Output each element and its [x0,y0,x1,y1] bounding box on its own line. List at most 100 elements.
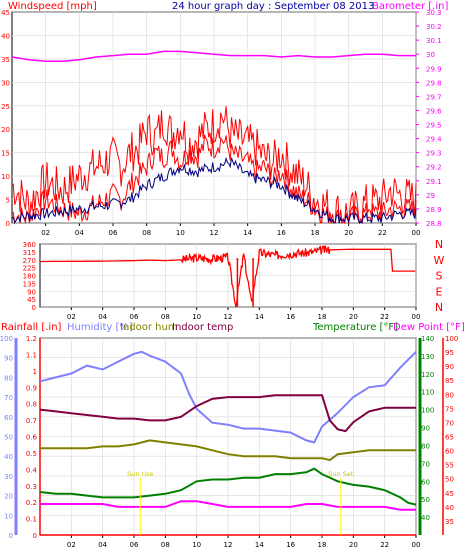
barometer-tick-label: 29.9 [426,65,442,73]
barometer-tick-label: 28.9 [426,206,442,214]
direction-xtick-label: 18 [318,313,327,321]
dewpoint-tick-label: 90 [445,363,454,371]
humidity-tick-label: 70 [4,394,13,402]
indoor-hum-legend: Indoor hum [120,322,178,333]
barometer-tick-label: 29.7 [426,93,442,101]
rainfall-tick-label: 1.1 [26,351,37,359]
direction-xtick-label: 10 [192,313,201,321]
direction-tick-label: 315 [23,249,36,257]
barometer-tick-label: 30 [426,51,435,59]
humidity-legend: Humidity [%] [67,322,133,333]
wind-xtick-label: 08 [142,229,151,237]
barometer-tick-label: 29.8 [426,79,442,87]
temperature-tick-label: 90 [421,425,430,433]
windspeed-tick-label: 40 [1,32,10,40]
temperature-xtick-label: 08 [161,541,170,549]
dewpoint-tick-label: 75 [445,405,454,413]
tick-labels: 02 04 06 08 10 12 14 16 18 20 22 000510152025303540… [0,9,458,549]
wind-xtick-label: 14 [243,229,252,237]
dewpoint-axis-label: Dew Point [°F] [393,322,465,333]
temperature-tick-label: 100 [421,407,434,415]
temperature-xtick-label: 14 [255,541,264,549]
direction-tick-label: 225 [23,265,36,273]
wind-xtick-label: 02 [41,229,50,237]
windspeed-tick-label: 10 [1,173,10,181]
windspeed-axis-label: Windspeed [mph] [8,1,97,12]
direction-xtick-label: 12 [224,313,233,321]
temperature-xtick-label: 22 [380,541,389,549]
dewpoint-tick-label: 40 [445,504,454,512]
temperature-xtick-label: 12 [224,541,233,549]
direction-xtick-label: 14 [255,313,264,321]
dewpoint-tick-label: 35 [445,518,454,526]
barometer-tick-label: 29.2 [426,164,442,172]
direction-xtick-label: 02 [67,313,76,321]
direction-tick-label: 45 [27,296,36,304]
rainfall-tick-label: 0.6 [26,434,38,442]
dewpoint-tick-label: 60 [445,448,454,456]
temperature-xtick-label: 16 [286,541,295,549]
direction-tick-label: 90 [27,288,36,296]
barometer-line [11,50,416,62]
wind-xtick-label: 22 [378,229,387,237]
humidity-tick-label: 30 [4,473,13,481]
windspeed-tick-label: 20 [1,126,10,134]
temperature-tick-label: 60 [421,478,430,486]
wind-xtick-label: 00 [412,229,421,237]
direction-xtick-label: 04 [98,313,107,321]
dewpoint-tick-label: 50 [445,476,454,484]
average-windspeed-line [11,156,417,224]
compass-label: N [435,238,443,251]
direction-tick-label: 180 [23,273,36,281]
indoor-hum-line [40,439,416,462]
compass-label: N [435,301,443,314]
barometer-tick-label: 30.3 [426,9,442,17]
sun-marker-label: Sun rise [127,470,153,478]
humidity-tick-label: 60 [4,414,13,422]
wind-xtick-label: 06 [109,229,118,237]
temperature-xtick-label: 18 [318,541,327,549]
temperature-tick-label: 140 [421,335,434,343]
barometer-axis-label: Barometer [.in] [372,1,448,12]
humidity-tick-label: 10 [4,512,13,520]
direction-xtick-label: 20 [349,313,358,321]
wind-xtick-label: 18 [311,229,320,237]
indoor-temp-legend: Indoor temp [172,322,233,333]
dewpoint-tick-label: 55 [445,462,454,470]
barometer-tick-label: 28.8 [426,220,442,228]
indoor-temp-line [39,394,416,433]
rainfall-tick-label: 0.2 [26,499,37,507]
wind-xtick-label: 12 [210,229,219,237]
humidity-tick-label: 50 [4,434,13,442]
direction-tick-label: 360 [23,241,36,249]
direction-tick-label: 270 [23,257,36,265]
direction-xtick-label: 06 [130,313,139,321]
temperature-f-line [39,467,417,506]
windspeed-tick-label: 45 [1,9,10,17]
windspeed-tick-label: 25 [1,103,10,111]
rainfall-tick-label: 0.4 [26,466,38,474]
direction-xtick-label: 08 [161,313,170,321]
direction-tick-label: 0 [32,304,36,312]
temperature-xtick-label: 02 [67,541,76,549]
rainfall-tick-label: 1 [33,368,37,376]
humidity-tick-label: 20 [4,493,13,501]
gridlines [12,11,444,538]
barometer-tick-label: 29.4 [426,136,442,144]
temperature-xtick-label: 20 [349,541,358,549]
direction-tick-label: 135 [23,280,36,288]
windspeed-tick-label: 5 [6,197,10,205]
barometer-tick-label: 30.2 [426,23,442,31]
dewpoint-tick-label: 100 [445,335,458,343]
sun-marker-label: Sun Set [328,470,354,478]
humidity-tick-label: 40 [4,453,13,461]
data-series [11,50,417,536]
rainfall-tick-label: 1.2 [26,335,37,343]
wind-xtick-label: 04 [75,229,84,237]
dewpoint-tick-label: 45 [445,490,454,498]
barometer-tick-label: 29.6 [426,107,442,115]
dewpoint-tick-label: 85 [445,377,454,385]
temperature-axis-label: Temperature [°F] [312,322,398,333]
dew-point-f-line [40,500,416,511]
compass-label: E [436,285,443,298]
